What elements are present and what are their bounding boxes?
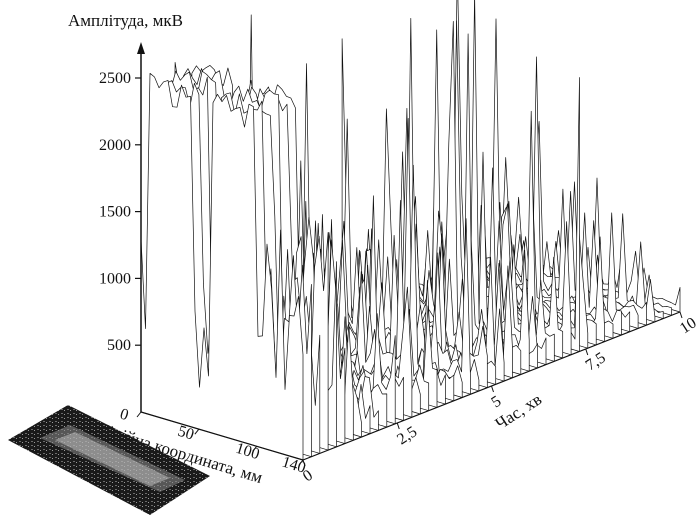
z-tick-label: 1000 — [99, 270, 131, 287]
x-tick-label: 140 — [280, 454, 308, 477]
surface-trace — [140, 72, 304, 461]
y-axis-label: Час, хв — [492, 390, 545, 434]
x-axis-line — [140, 411, 304, 461]
y-tick-mark — [491, 385, 494, 393]
x-tick-mark — [298, 459, 304, 466]
x-tick-mark — [252, 445, 258, 452]
y-tick-label: 0 — [300, 467, 316, 486]
y-tick-mark — [585, 348, 589, 356]
z-axis-ticks: 500 1000 1500 2000 2500 — [99, 70, 141, 354]
z-axis-arrow — [137, 42, 145, 54]
x-tick-label: 100 — [234, 440, 262, 463]
y-tick-mark — [302, 459, 306, 467]
z-tick-label: 2500 — [99, 70, 131, 87]
x-tick-mark — [194, 428, 200, 435]
y-tick-label: 5 — [488, 393, 504, 412]
y-tick-mark — [679, 311, 683, 319]
z-axis-label: Амплітуда, мкВ — [68, 11, 183, 30]
x-axis-ticks: 0 50 100 140 — [118, 406, 308, 477]
specimen-photo — [8, 405, 210, 515]
z-tick-label: 1500 — [99, 204, 131, 221]
y-tick-label: 10 — [677, 314, 696, 337]
z-tick-label: 2000 — [99, 137, 131, 154]
x-tick-mark — [136, 411, 142, 418]
x-tick-label: 0 — [118, 406, 131, 425]
y-tick-mark — [396, 422, 400, 430]
z-tick-label: 500 — [107, 337, 131, 354]
surface-traces — [140, 0, 681, 461]
x-tick-label: 50 — [176, 423, 196, 444]
